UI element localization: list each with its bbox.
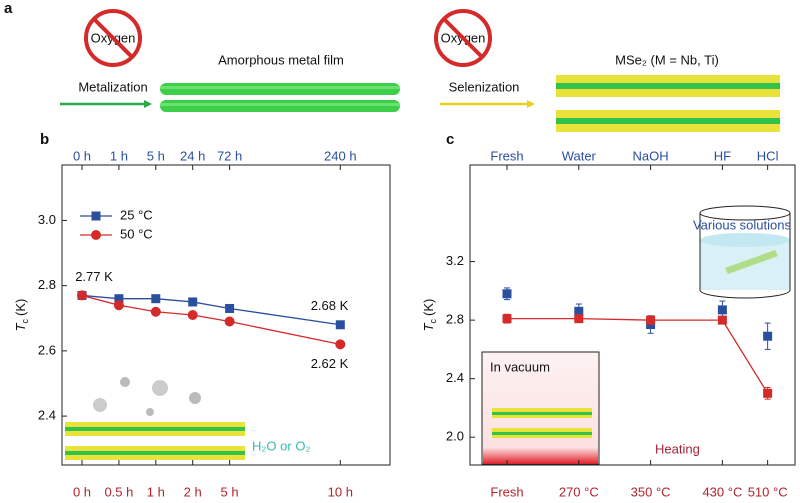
panel-label: a	[4, 0, 13, 17]
panel-label: c	[446, 131, 454, 148]
y-tick-label: 2.8	[38, 277, 56, 292]
x-top-tick-label: 240 h	[324, 148, 357, 163]
x-top-tick-label: 5 h	[147, 148, 165, 163]
marker	[717, 315, 727, 325]
x-top-tick-label: NaOH	[633, 148, 669, 163]
marker	[763, 331, 773, 341]
x-tick-label: 0 h	[73, 484, 91, 499]
marker	[91, 211, 101, 221]
step-label: Metalization	[78, 79, 147, 94]
marker	[574, 314, 584, 324]
annotation: Various solutions	[693, 217, 792, 232]
y-tick-label: 2.4	[38, 408, 56, 423]
x-top-tick-label: Fresh	[490, 148, 523, 163]
marker	[113, 300, 124, 311]
marker	[763, 388, 773, 398]
y-axis-label-sub: c	[20, 318, 30, 323]
x-tick-label: 10 h	[328, 484, 353, 499]
marker	[224, 316, 235, 327]
y-tick-label: 2.4	[446, 370, 464, 385]
x-top-tick-label: Water	[562, 148, 597, 163]
y-tick-label: 3.0	[38, 212, 56, 227]
marker	[502, 289, 512, 299]
x-top-tick-label: 1 h	[110, 148, 128, 163]
x-tick-label: 0.5 h	[104, 484, 133, 499]
y-axis-label: Tc (K)	[421, 299, 438, 332]
x-tick-label: 1 h	[147, 484, 165, 499]
beaker	[699, 205, 791, 299]
x-tick-label: 5 h	[221, 484, 239, 499]
marker	[188, 297, 198, 307]
y-axis-label-main: T	[421, 322, 436, 331]
annotation: H₂O or O₂	[252, 438, 311, 453]
illustration	[65, 377, 245, 460]
y-axis-label-unit: (K)	[13, 299, 28, 316]
x-tick-label: 270 °C	[559, 484, 599, 499]
marker	[150, 306, 161, 317]
value-label: 2.77 K	[75, 269, 113, 284]
series-line	[81, 294, 341, 345]
y-tick-label: 2.0	[446, 429, 464, 444]
inset-vacuum	[481, 351, 600, 465]
y-axis-label-main: T	[13, 322, 28, 331]
marker	[646, 315, 656, 325]
x-top-tick-label: HCl	[757, 148, 779, 163]
x-top-tick-label: HF	[714, 148, 731, 163]
arrow-head	[144, 100, 152, 108]
marker	[114, 294, 124, 304]
x-top-tick-label: 0 h	[73, 148, 91, 163]
plot-frame	[61, 164, 391, 466]
arrow-head	[527, 100, 535, 108]
marker	[91, 230, 101, 240]
marker	[187, 310, 198, 320]
y-axis-label-sub: c	[428, 318, 438, 323]
no-oxygen-icon: Oxygen	[434, 9, 492, 67]
product-label: MSe₂ (M = Nb, Ti)	[615, 52, 719, 67]
y-tick-label: 2.6	[38, 342, 56, 357]
x-tick-label: 510 °C	[748, 484, 788, 499]
annotation: In vacuum	[490, 359, 550, 374]
marker	[225, 303, 235, 313]
x-top-tick-label: 24 h	[180, 148, 205, 163]
y-tick-label: 2.8	[446, 312, 464, 327]
plot-frame	[469, 164, 796, 466]
annotation: Heating	[655, 441, 700, 456]
panel-label: b	[40, 131, 49, 148]
y-axis-label-unit: (K)	[421, 299, 436, 316]
step-label: Selenization	[449, 79, 520, 94]
marker	[717, 305, 727, 315]
legend-label: 25 °C	[120, 207, 153, 222]
x-tick-label: Fresh	[490, 484, 523, 499]
metal-film	[160, 83, 400, 112]
legend-label: 50 °C	[120, 226, 153, 241]
series-line	[81, 294, 341, 326]
marker	[574, 306, 584, 316]
no-oxygen-icon: Oxygen	[84, 9, 142, 67]
marker	[502, 314, 512, 324]
x-tick-label: 430 °C	[702, 484, 742, 499]
x-tick-label: 2 h	[184, 484, 202, 499]
film-label: Amorphous metal film	[218, 52, 344, 67]
marker	[335, 320, 345, 330]
y-axis-label: Tc (K)	[13, 299, 30, 332]
marker	[151, 294, 161, 304]
x-top-tick-label: 72 h	[217, 148, 242, 163]
marker	[77, 290, 87, 301]
mse2-structure	[556, 75, 780, 132]
marker	[335, 339, 346, 350]
value-label: 2.62 K	[311, 356, 349, 371]
y-tick-label: 3.2	[446, 253, 464, 268]
x-tick-label: 350 °C	[631, 484, 671, 499]
value-label: 2.68 K	[311, 298, 349, 313]
